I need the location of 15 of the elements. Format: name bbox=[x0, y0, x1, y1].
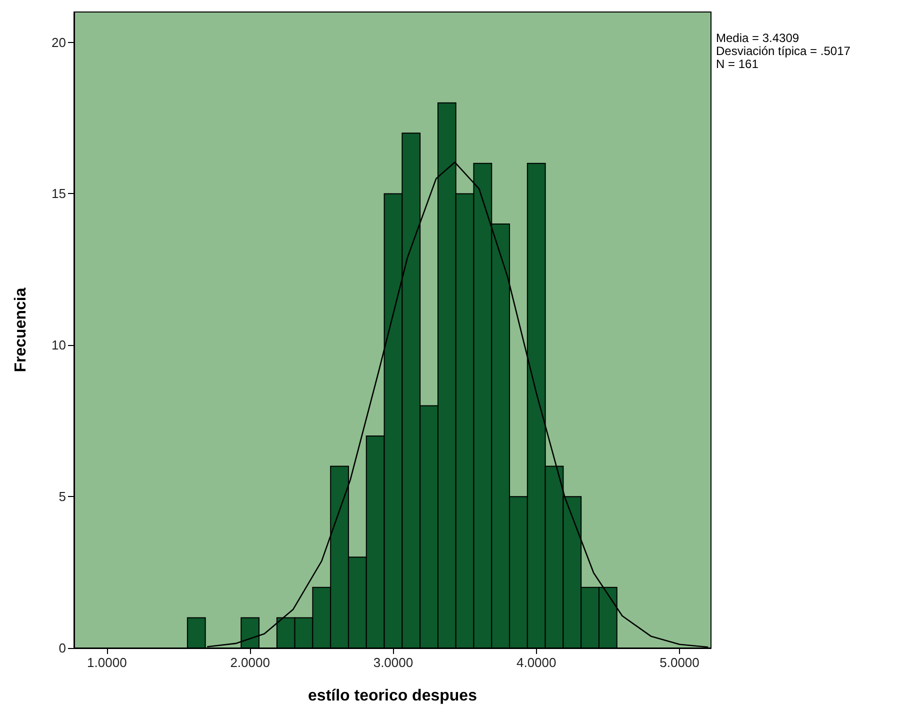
y-tick-label: 20 bbox=[52, 34, 66, 50]
x-tick-label: 4.0000 bbox=[516, 655, 556, 670]
x-tick-label: 2.0000 bbox=[230, 655, 270, 670]
text: Desviación típica = .5017 bbox=[716, 44, 850, 58]
text: Media = 3.4309 bbox=[716, 31, 800, 45]
x-tick-label: 5.0000 bbox=[660, 655, 700, 670]
y-tick-label: 15 bbox=[52, 186, 66, 202]
text: N = 161 bbox=[716, 57, 760, 71]
x-tick-label: 3.0000 bbox=[373, 655, 414, 670]
y-tick-label: 5 bbox=[58, 489, 66, 504]
y-tick-label: 10 bbox=[52, 338, 66, 353]
y-axis-title: Frecuencia bbox=[12, 288, 30, 372]
x-axis-title: estílo teorico despues bbox=[308, 688, 478, 704]
y-tick-label: 0 bbox=[58, 640, 66, 656]
x-tick-label: 1.0000 bbox=[87, 655, 127, 670]
